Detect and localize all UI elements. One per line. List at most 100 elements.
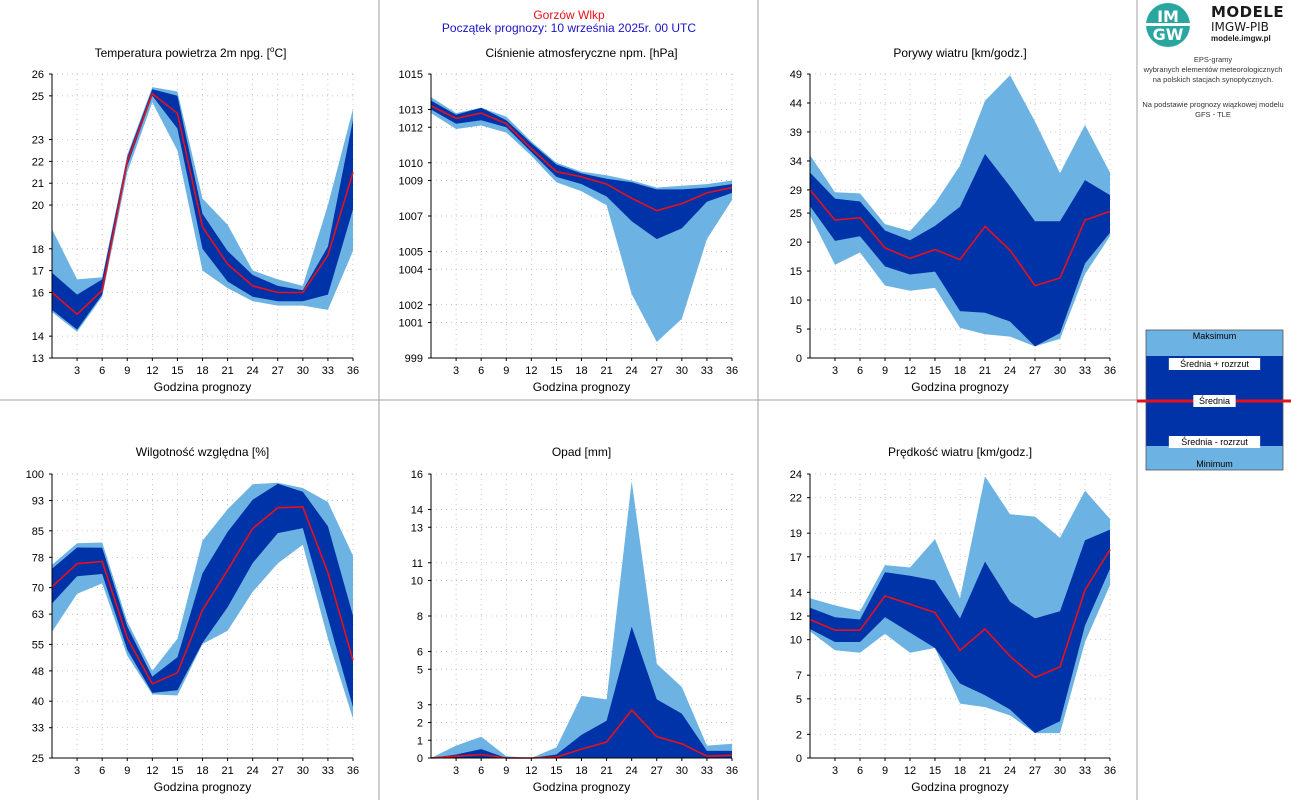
y-tick-label: 5 bbox=[417, 664, 423, 676]
y-tick-label: 14 bbox=[790, 587, 802, 599]
x-tick-label: 12 bbox=[904, 365, 916, 377]
y-tick-label: 21 bbox=[32, 178, 44, 190]
x-tick-label: 24 bbox=[1004, 765, 1016, 777]
legend-label-max: Maksimum bbox=[1193, 331, 1237, 341]
y-tick-label: 2 bbox=[417, 718, 423, 730]
chart-panel: Porywy wiatru [km/godz.]0510152025293439… bbox=[790, 46, 1116, 394]
x-tick-label: 15 bbox=[929, 365, 941, 377]
y-tick-label: 1005 bbox=[399, 247, 423, 259]
band-spread bbox=[431, 626, 732, 758]
y-tick-label: 1004 bbox=[399, 264, 423, 276]
brand-site[interactable]: modele.imgw.pl bbox=[1211, 34, 1271, 43]
x-axis-label: Godzina prognozy bbox=[533, 380, 630, 394]
forecast-start: Początek prognozy: 10 września 2025r. 00… bbox=[441, 21, 697, 35]
y-tick-label: 25 bbox=[790, 208, 802, 220]
x-tick-label: 33 bbox=[322, 765, 334, 777]
y-tick-label: 85 bbox=[32, 526, 44, 538]
x-tick-label: 36 bbox=[347, 365, 359, 377]
legend-label-mean-bg bbox=[1193, 395, 1236, 407]
y-tick-label: 1012 bbox=[399, 122, 423, 134]
x-tick-label: 6 bbox=[478, 765, 484, 777]
y-tick-label: 17 bbox=[32, 266, 44, 278]
band-min-max bbox=[431, 481, 732, 758]
y-tick-label: 26 bbox=[32, 69, 44, 81]
y-tick-label: 15 bbox=[790, 266, 802, 278]
series-line-mean bbox=[51, 92, 354, 316]
x-tick-label: 36 bbox=[1104, 365, 1116, 377]
x-tick-label: 24 bbox=[1004, 365, 1016, 377]
imgw-logo[interactable]: IM GW MODELE IMGW-PIB modele.imgw.pl bbox=[1143, 0, 1285, 50]
x-tick-label: 30 bbox=[676, 765, 688, 777]
x-tick-label: 27 bbox=[272, 765, 284, 777]
y-tick-label: 12 bbox=[790, 611, 802, 623]
y-tick-label: 1 bbox=[417, 735, 423, 747]
x-tick-label: 18 bbox=[196, 365, 208, 377]
brand-org: IMGW-PIB bbox=[1211, 20, 1269, 34]
chart-panel: Temperatura powietrza 2m npg. [oC] 13 14 16… bbox=[32, 45, 359, 394]
x-tick-label: 3 bbox=[832, 365, 838, 377]
x-tick-label: 9 bbox=[124, 765, 130, 777]
x-tick-label: 21 bbox=[600, 365, 612, 377]
y-tick-label: 11 bbox=[412, 558, 423, 570]
legend-label-mean-minus-bg bbox=[1168, 436, 1261, 448]
x-tick-label: 18 bbox=[575, 765, 587, 777]
y-tick-label: 33 bbox=[32, 723, 44, 735]
brand-name: MODELE bbox=[1211, 3, 1285, 21]
x-tick-label: 12 bbox=[525, 365, 537, 377]
chart-title: Temperatura powietrza 2m npg. [oC] bbox=[95, 45, 287, 60]
series-line-mean bbox=[809, 189, 1111, 287]
series-line-mean bbox=[809, 549, 1111, 679]
y-tick-label: 1015 bbox=[399, 69, 423, 81]
x-tick-label: 9 bbox=[503, 365, 509, 377]
y-tick-label: 93 bbox=[32, 496, 44, 508]
x-tick-label: 15 bbox=[550, 765, 562, 777]
x-axis-label: Godzina prognozy bbox=[911, 380, 1008, 394]
x-tick-label: 21 bbox=[600, 765, 612, 777]
legend-label-mean-plus-bg bbox=[1168, 358, 1261, 370]
x-tick-label: 6 bbox=[857, 365, 863, 377]
y-tick-label: 0 bbox=[796, 353, 802, 365]
x-axis-label: Godzina prognozy bbox=[154, 780, 251, 794]
series-line-mean bbox=[430, 105, 733, 212]
x-tick-label: 15 bbox=[550, 365, 562, 377]
y-tick-label: 17 bbox=[790, 552, 802, 564]
x-axis-label: Godzina prognozy bbox=[533, 780, 630, 794]
description-2: Na podstawie prognozy wiązkowej modelu G… bbox=[1142, 100, 1284, 119]
y-tick-label: 3 bbox=[417, 700, 423, 712]
band-min-max bbox=[431, 97, 732, 342]
x-axis-label: Godzina prognozy bbox=[911, 780, 1008, 794]
y-tick-label: 10 bbox=[411, 576, 423, 588]
x-tick-label: 21 bbox=[979, 365, 991, 377]
chart-panel: Wilgotność względna [%]25334048556370788… bbox=[26, 445, 359, 794]
y-tick-label: 78 bbox=[32, 552, 44, 564]
y-tick-label: 13 bbox=[32, 353, 44, 365]
chart-title: Porywy wiatru [km/godz.] bbox=[893, 46, 1026, 60]
series-line-mean bbox=[430, 708, 733, 759]
x-tick-label: 27 bbox=[272, 365, 284, 377]
x-tick-label: 27 bbox=[651, 765, 663, 777]
x-tick-label: 9 bbox=[882, 365, 888, 377]
x-tick-label: 18 bbox=[575, 365, 587, 377]
description-1: EPS-gramy wybranych elementów meteorolog… bbox=[1143, 55, 1283, 84]
x-tick-label: 3 bbox=[74, 365, 80, 377]
x-tick-label: 30 bbox=[297, 765, 309, 777]
y-tick-label: 29 bbox=[790, 185, 802, 197]
legend-label-mean-minus: Średnia - rozrzut bbox=[1181, 436, 1248, 447]
y-tick-label: 6 bbox=[417, 647, 423, 659]
legend-label-mean-plus: Średnia + rozrzut bbox=[1180, 358, 1249, 369]
y-tick-label: 100 bbox=[26, 469, 44, 481]
y-tick-label: 1009 bbox=[399, 176, 423, 188]
x-tick-label: 9 bbox=[503, 765, 509, 777]
y-tick-label: 25 bbox=[32, 753, 44, 765]
chart-title: Wilgotność względna [%] bbox=[136, 445, 269, 459]
legend-label-min: Minimum bbox=[1196, 459, 1233, 469]
y-tick-label: 18 bbox=[32, 244, 44, 256]
series-line-mean bbox=[51, 506, 354, 685]
x-tick-label: 3 bbox=[74, 765, 80, 777]
y-tick-label: 44 bbox=[790, 98, 802, 110]
y-tick-label: 16 bbox=[411, 469, 423, 481]
y-tick-label: 24 bbox=[790, 469, 802, 481]
y-tick-label: 14 bbox=[411, 505, 423, 517]
x-tick-label: 33 bbox=[1079, 765, 1091, 777]
x-tick-label: 18 bbox=[954, 365, 966, 377]
